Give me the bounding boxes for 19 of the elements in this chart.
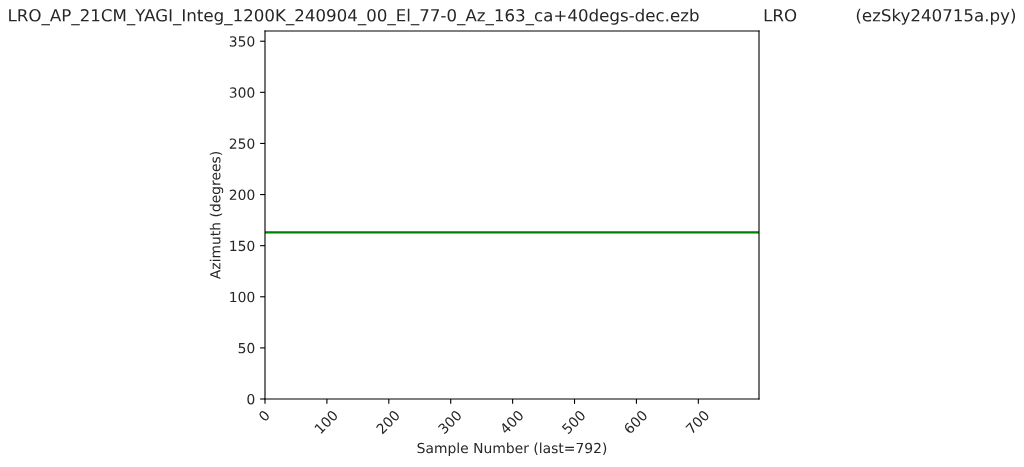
y-tick-label: 100 — [230, 291, 255, 303]
x-tick-label: 0 — [257, 409, 271, 422]
x-tick-label: 500 — [561, 409, 587, 435]
y-tick-label: 50 — [238, 342, 255, 354]
y-tick-label: 0 — [247, 393, 255, 405]
y-tick-label: 150 — [230, 240, 255, 252]
x-tick-label: 300 — [437, 409, 463, 435]
x-tick-label: 600 — [623, 409, 648, 435]
x-tick-label: 700 — [685, 409, 710, 435]
x-tick-label: 100 — [314, 409, 339, 434]
y-tick-label: 200 — [229, 189, 255, 201]
x-tick-label: 400 — [499, 409, 525, 435]
y-axis-title: Azimuth (degrees) — [209, 152, 224, 280]
y-tick-label: 250 — [229, 138, 255, 149]
y-tick-label: 300 — [229, 87, 255, 98]
chart-title: LRO_AP_21CM_YAGI_Integ_1200K_240904_00_El_77-0_Az_163_ca+40degs-dec.ezb LRO (ezSky240715a.py) — [9, 8, 1016, 26]
y-tick-label: 350 — [229, 36, 255, 47]
x-axis-title: Sample Number (last=792) — [417, 442, 607, 456]
x-tick-label: 200 — [375, 409, 401, 435]
